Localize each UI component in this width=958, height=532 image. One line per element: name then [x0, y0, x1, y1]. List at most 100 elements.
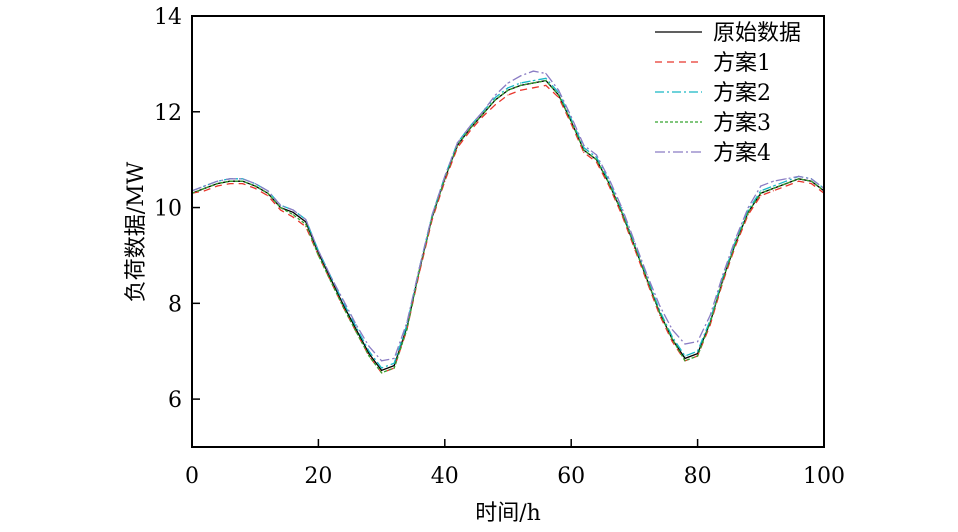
data-point [532, 70, 534, 72]
data-point [760, 185, 762, 187]
data-point [570, 118, 572, 120]
data-point [507, 94, 509, 96]
data-point [482, 116, 484, 118]
y-axis: 6 8 10 12 14 [154, 5, 200, 413]
data-point [810, 183, 813, 185]
data-point [279, 207, 282, 209]
data-point [772, 185, 775, 187]
data-point [242, 178, 244, 180]
legend-label: 方案4 [713, 141, 771, 166]
data-point [381, 372, 383, 374]
data-point [330, 281, 332, 283]
data-point [646, 274, 648, 276]
data-point [608, 178, 610, 180]
data-point [279, 209, 282, 211]
data-point [229, 180, 231, 182]
data-point [810, 178, 813, 180]
data-point [798, 175, 800, 177]
data-point [633, 247, 636, 249]
data-point [747, 207, 749, 209]
data-point [697, 355, 699, 357]
data-point [305, 223, 307, 225]
data-point [292, 216, 294, 218]
data-point [684, 360, 686, 362]
data-point [267, 195, 269, 197]
data-point [595, 159, 598, 161]
data-point [355, 329, 357, 331]
data-point [456, 142, 458, 144]
data-point [798, 180, 800, 182]
data-point [633, 240, 636, 242]
data-point [292, 209, 294, 211]
data-point [520, 84, 522, 86]
plot-area [191, 70, 825, 374]
data-point [520, 82, 522, 84]
data-point [684, 355, 686, 357]
data-point [520, 89, 522, 91]
data-point [659, 312, 661, 314]
data-point [267, 192, 269, 194]
data-point [570, 116, 572, 118]
data-point [760, 195, 762, 197]
data-point [545, 77, 547, 79]
data-point [608, 183, 610, 185]
data-point [722, 276, 724, 278]
data-point [494, 94, 496, 96]
data-point [494, 96, 496, 98]
data-point [558, 96, 560, 98]
data-point [368, 353, 370, 355]
data-point [292, 214, 294, 216]
data-point [381, 360, 383, 362]
data-point [785, 180, 787, 182]
data-point [595, 161, 598, 163]
data-point [772, 187, 775, 189]
data-point [482, 113, 484, 115]
y-tick-label: 8 [168, 292, 182, 317]
data-point [444, 180, 446, 182]
y-tick-label: 6 [168, 388, 182, 413]
data-point [697, 341, 699, 343]
data-point [355, 324, 357, 326]
data-point [722, 274, 724, 276]
data-point [431, 218, 433, 221]
data-point [469, 125, 471, 127]
data-point [355, 326, 357, 328]
data-point [608, 180, 610, 182]
data-point [760, 192, 762, 194]
data-point [671, 341, 673, 343]
data-point [418, 269, 421, 271]
plot-frame [191, 15, 825, 448]
y-tick-label: 14 [154, 5, 182, 30]
data-point [583, 147, 585, 149]
data-point [393, 357, 395, 359]
data-point [734, 238, 737, 240]
data-point [368, 355, 370, 357]
data-point [621, 214, 623, 216]
data-point [292, 211, 294, 213]
data-point [747, 211, 749, 213]
data-point [772, 180, 775, 182]
data-point [671, 329, 673, 331]
data-point [709, 314, 711, 316]
data-point [583, 151, 585, 154]
y-axis-label: 负荷数据/MW [124, 161, 149, 302]
x-axis-label: 时间/h [475, 501, 541, 526]
x-tick-label: 100 [803, 464, 845, 489]
data-point [583, 149, 585, 151]
data-point [317, 250, 319, 252]
data-point [267, 190, 269, 192]
data-point [469, 130, 471, 132]
data-point [229, 183, 231, 185]
data-point [671, 338, 673, 340]
data-point [368, 345, 370, 347]
data-point [204, 190, 206, 192]
data-point [595, 154, 598, 156]
data-point [507, 87, 509, 89]
data-point [381, 367, 383, 369]
data-point [317, 254, 319, 256]
data-point [507, 82, 509, 84]
x-tick-label: 60 [557, 464, 585, 489]
data-point [646, 281, 648, 283]
data-point [330, 276, 332, 278]
data-point [444, 175, 446, 177]
